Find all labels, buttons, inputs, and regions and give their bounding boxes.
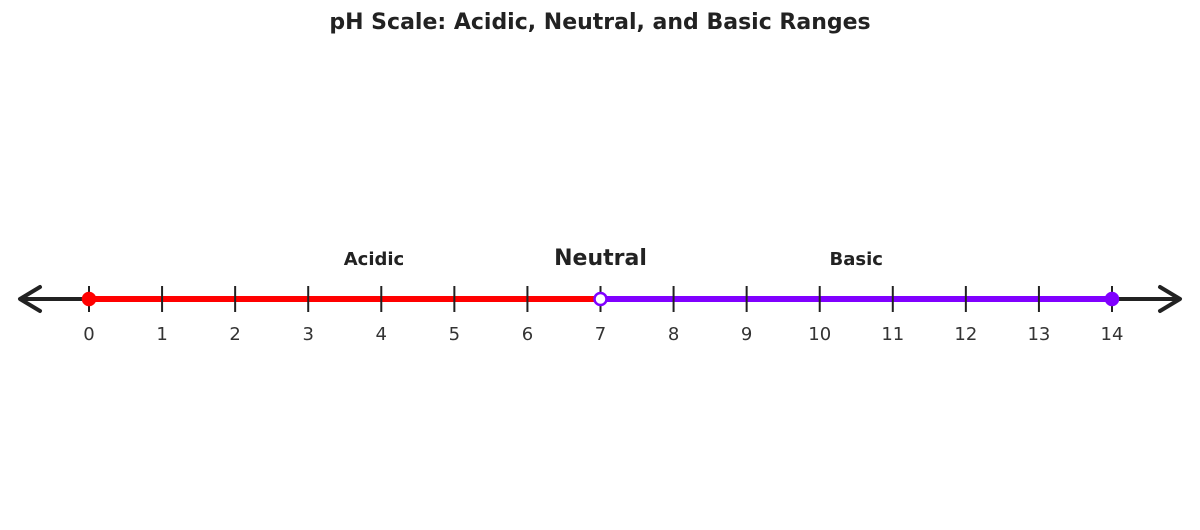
tick-label: 9: [741, 324, 752, 345]
tick-label: 5: [449, 324, 460, 345]
tick-label: 10: [808, 324, 831, 345]
tick-label: 2: [229, 324, 240, 345]
ticks: 0 1 2 3 4 5 6 7 8 9 10 11 12 13 14: [83, 286, 1123, 345]
tick-label: 0: [83, 324, 94, 345]
endpoint-closed: [1104, 291, 1120, 307]
region-label-neutral: Neutral: [554, 246, 647, 271]
region-label-basic: Basic: [830, 249, 883, 270]
arrow-right-icon: [1158, 285, 1182, 313]
endpoints: [81, 291, 1120, 307]
tick-label: 11: [881, 324, 904, 345]
tick-label: 3: [302, 324, 313, 345]
endpoint-closed: [81, 291, 97, 307]
tick-label: 8: [668, 324, 679, 345]
endpoint-open: [593, 291, 608, 307]
tick-label: 12: [954, 324, 977, 345]
region-labels: Acidic Neutral Basic: [344, 246, 883, 271]
tick-label: 7: [595, 324, 606, 345]
tick-label: 13: [1027, 324, 1050, 345]
diagram-title: pH Scale: Acidic, Neutral, and Basic Ran…: [329, 10, 871, 35]
region-label-acidic: Acidic: [344, 249, 405, 270]
tick-label: 6: [522, 324, 533, 345]
tick-label: 14: [1101, 324, 1124, 345]
tick-label: 4: [376, 324, 387, 345]
arrow-left-icon: [18, 285, 42, 313]
tick-label: 1: [156, 324, 167, 345]
